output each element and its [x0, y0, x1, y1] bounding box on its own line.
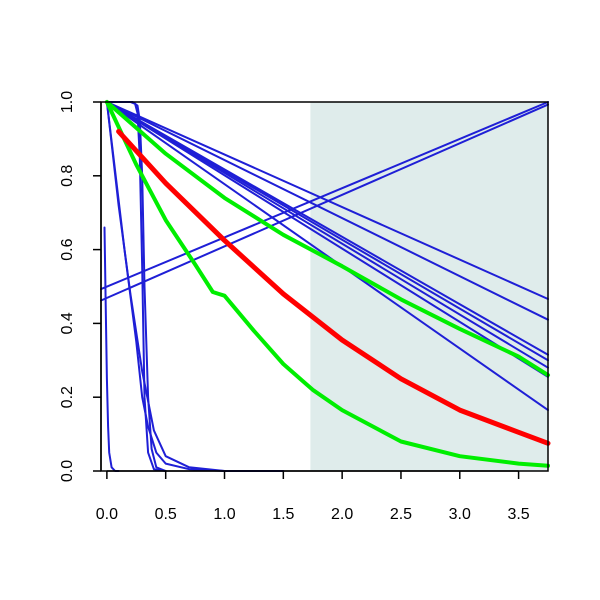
y-tick-label: 0.6 — [59, 238, 76, 260]
x-tick-label: 1.0 — [213, 506, 235, 523]
x-axis-ticks: 0.0 0.5 1.0 1.5 2.0 2.5 3.0 3.5 — [96, 471, 530, 523]
y-tick-label: 0.4 — [59, 312, 76, 334]
series-blue-6 — [105, 101, 549, 412]
series-blue-4 — [105, 101, 549, 369]
series-blue-7 — [100, 101, 549, 291]
x-tick-label: 2.0 — [331, 506, 353, 523]
x-tick-label: 3.0 — [449, 506, 471, 523]
series-red-16 — [116, 129, 551, 446]
y-tick-label: 1.0 — [59, 91, 76, 113]
series-blue-3 — [105, 101, 549, 362]
series-blue-13 — [103, 226, 120, 472]
series-blue-5 — [105, 101, 549, 378]
series-blue-1 — [105, 101, 549, 321]
series-blue-8 — [100, 103, 549, 302]
x-tick-label: 3.5 — [507, 506, 529, 523]
y-tick-label: 0.0 — [59, 460, 76, 482]
series-blue-10 — [105, 101, 226, 472]
x-tick-label: 1.5 — [272, 506, 294, 523]
series-green-15 — [104, 100, 550, 378]
y-tick-label: 0.8 — [59, 165, 76, 187]
series-blue-12 — [105, 101, 167, 472]
y-axis-ticks: 0.0 0.2 0.4 0.6 0.8 1.0 — [59, 91, 101, 482]
x-tick-label: 0.0 — [96, 506, 118, 523]
x-tick-label: 2.5 — [390, 506, 412, 523]
series-green-14 — [104, 100, 550, 468]
x-tick-label: 0.5 — [155, 506, 177, 523]
y-tick-label: 0.2 — [59, 386, 76, 408]
series-blue-11 — [105, 101, 167, 472]
series-layer — [100, 100, 551, 472]
